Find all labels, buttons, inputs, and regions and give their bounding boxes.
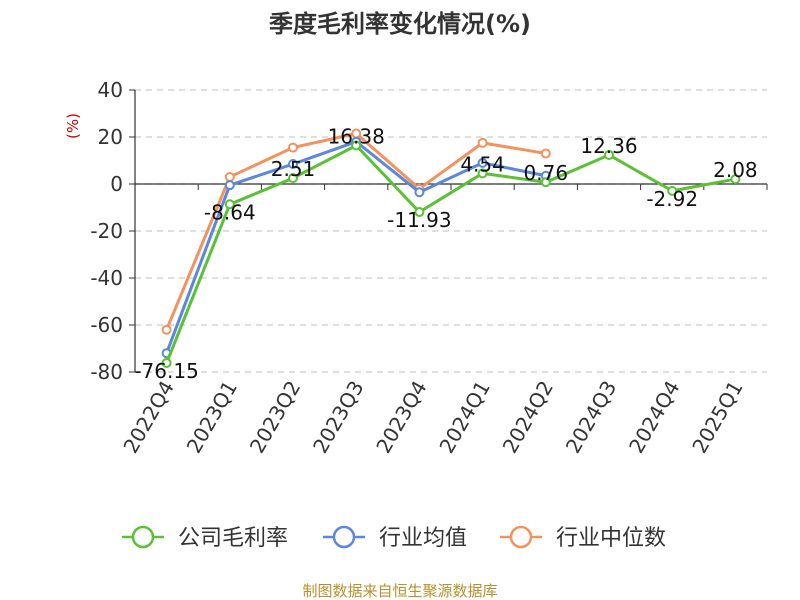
legend-marker-icon [131,525,155,549]
y-tick-label: -60 [90,313,123,337]
data-point[interactable] [667,185,678,196]
data-point[interactable] [414,187,425,198]
data-point[interactable] [477,137,488,148]
data-point[interactable] [161,357,172,368]
y-axis-unit: (%) [64,113,82,139]
y-tick-label: -40 [90,266,123,290]
legend-marker-icon [332,525,356,549]
y-tick-label: -20 [90,219,123,243]
data-point[interactable] [540,148,551,159]
data-point[interactable] [414,207,425,218]
data-point[interactable] [540,177,551,188]
legend[interactable]: 公司毛利率 行业均值 行业中位数 [122,525,666,551]
series-line [165,144,736,364]
y-tick-label: 0 [110,172,123,196]
data-point[interactable] [161,324,172,335]
data-point[interactable] [604,149,614,160]
legend-marker-icon [509,525,533,549]
legend-label: 行业中位数 [556,526,666,551]
x-tick-label: 2023Q3 [308,377,368,458]
data-point[interactable] [224,180,235,191]
data-point[interactable] [288,173,298,184]
legend-item[interactable]: 行业均值 [323,525,467,551]
x-tick-label: 2023Q2 [245,377,305,458]
source-note: 制图数据来自恒生聚源数据库 [302,582,497,600]
data-point[interactable] [477,168,488,179]
data-label: -11.93 [387,208,451,232]
data-point[interactable] [224,199,235,210]
data-label: 4.54 [460,152,505,176]
data-point[interactable] [730,174,741,185]
legend-label: 行业均值 [379,526,467,551]
x-tick-label: 2023Q1 [182,377,242,458]
data-point[interactable] [351,140,362,151]
chart-title: 季度毛利率变化情况(%) [269,10,531,38]
data-label: 2.51 [271,157,316,181]
series-lines [161,128,741,368]
x-tick-label: 2023Q4 [371,377,431,458]
data-label: 12.36 [580,134,637,158]
data-point[interactable] [477,157,488,168]
x-tick-label: 2024Q4 [624,377,684,458]
x-tick-label: 2024Q3 [561,377,621,458]
legend-label: 公司毛利率 [178,526,288,551]
data-label: -2.92 [646,187,698,211]
data-point[interactable] [288,159,298,170]
y-tick-label: -80 [90,360,123,384]
x-tick-label: 2024Q1 [434,376,494,457]
x-tick-labels: 2022Q4 2023Q1 2023Q2 2023Q3 2023Q4 2024Q1 2024… [118,376,747,457]
data-label: -76.15 [134,359,198,383]
data-label: 2.08 [713,158,758,182]
y-tick-labels: 40 20 0 -20 -40 -60 -80 [90,78,123,384]
data-label: 0.76 [524,161,569,185]
x-tick-label: 2022Q4 [118,377,178,458]
data-point[interactable] [224,171,235,182]
y-tick-label: 40 [98,78,123,102]
y-tick-label: 20 [98,125,123,149]
data-labels: -76.15 -8.64 2.51 16.38 -11.93 4.54 0.76 12.36 -… [134,125,757,383]
x-tick-label: 2024Q2 [498,377,558,458]
data-point[interactable] [288,142,298,153]
data-label: 16.38 [328,125,385,149]
legend-item[interactable]: 公司毛利率 [122,525,288,551]
x-tick-label: 2025Q1 [687,377,747,458]
data-label: -8.64 [204,200,256,224]
legend-item[interactable]: 行业中位数 [500,525,666,551]
